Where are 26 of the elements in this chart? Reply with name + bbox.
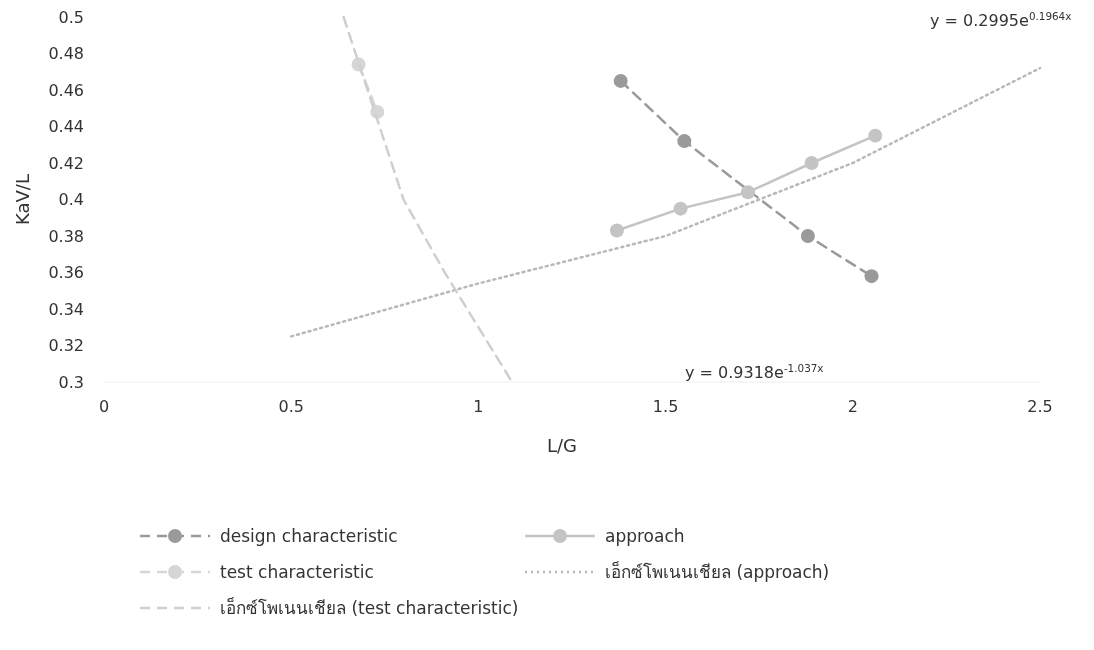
x-axis-title: L/G <box>546 435 578 456</box>
y-tick-label: 0.38 <box>48 226 84 246</box>
legend-label: test characteristic <box>220 561 374 582</box>
x-tick-label: 2 <box>847 397 858 416</box>
annotation: y = 0.9318e$^{-1.037x}$ <box>685 362 824 382</box>
y-tick-label: 0.32 <box>48 336 84 356</box>
legend-label: เอ็กซ์โพเนนเชียล (test characteristic) <box>220 596 519 618</box>
y-tick-label: 0.3 <box>58 372 84 392</box>
y-tick-label: 0.36 <box>48 263 84 283</box>
legend-label: approach <box>605 525 685 546</box>
y-tick-label: 0.46 <box>48 80 84 100</box>
x-tick-label: 1.5 <box>652 397 679 416</box>
x-tick-label: 1 <box>473 397 484 416</box>
y-tick-label: 0.34 <box>48 299 84 319</box>
y-tick-label: 0.5 <box>58 7 84 27</box>
x-tick-label: 2.5 <box>1027 397 1053 416</box>
annotation: y = 0.2995e$^{0.1964x}$ <box>930 10 1072 30</box>
y-tick-label: 0.44 <box>48 117 84 137</box>
y-tick-label: 0.42 <box>48 153 84 173</box>
legend-label: design characteristic <box>220 525 398 546</box>
x-tick-label: 0 <box>98 397 110 416</box>
y-tick-label: 0.4 <box>58 190 84 210</box>
y-axis-title: KaV/L <box>12 174 34 225</box>
legend-label: เอ็กซ์โพเนนเชียล (approach) <box>605 560 830 582</box>
x-tick-label: 0.5 <box>278 397 304 416</box>
y-tick-label: 0.48 <box>48 44 84 64</box>
